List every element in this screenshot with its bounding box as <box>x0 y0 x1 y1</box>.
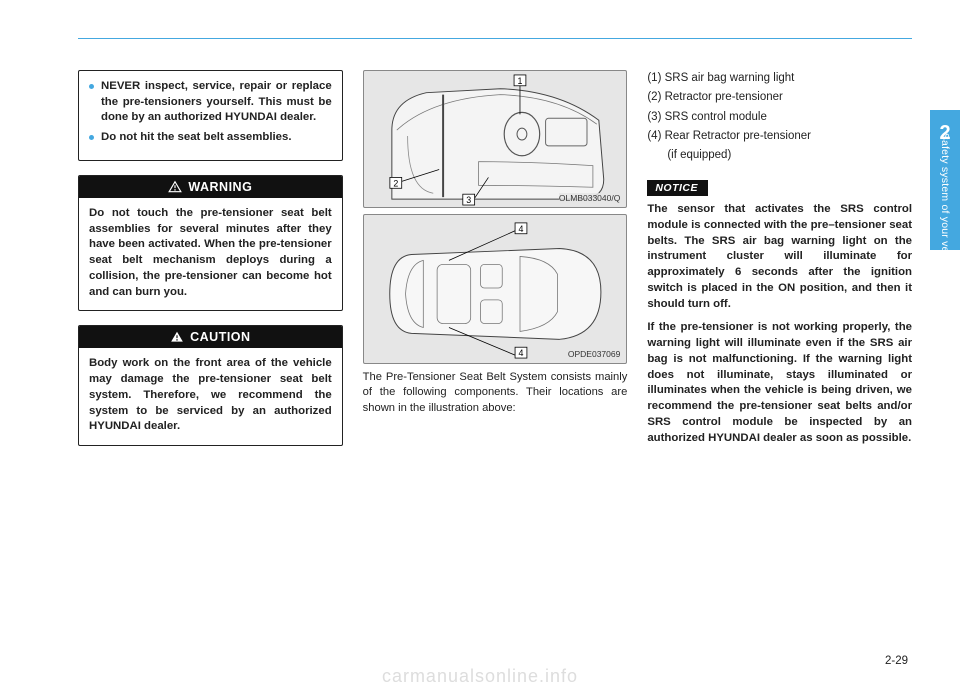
diagram-interior-svg: 1 2 3 <box>364 71 627 207</box>
bullet-item: Do not hit the seat belt assem­blies. <box>89 130 332 146</box>
warning-header: WARNING <box>79 176 342 198</box>
top-rule <box>78 38 912 39</box>
list-item: (4) Rear Retractor pre-tensioner <box>647 128 912 145</box>
chapter-title: Safety system of your vehicle <box>939 133 951 275</box>
svg-text:4: 4 <box>518 224 523 234</box>
info-box: NEVER inspect, service, repair or replac… <box>78 70 343 161</box>
watermark: carmanualsonline.info <box>0 666 960 687</box>
caution-header: CAUTION <box>79 326 342 348</box>
notice-paragraph: If the pre-tensioner is not working prop… <box>647 320 912 446</box>
diagram-interior: 1 2 3 OLMB033040/Q <box>363 70 628 208</box>
list-item: (2) Retractor pre-tensioner <box>647 89 912 106</box>
manual-page: 2 Safety system of your vehicle NEVER in… <box>0 0 960 689</box>
warning-box: WARNING Do not touch the pre-tensioner s… <box>78 175 343 311</box>
diagram-code: OLMB033040/Q <box>559 193 620 203</box>
list-item: (3) SRS control module <box>647 109 912 126</box>
svg-text:4: 4 <box>518 348 523 358</box>
chapter-tab: 2 Safety system of your vehicle <box>930 110 960 250</box>
svg-text:3: 3 <box>466 195 471 205</box>
caution-triangle-icon <box>170 330 184 344</box>
svg-text:1: 1 <box>517 76 522 86</box>
caution-label: CAUTION <box>190 330 250 344</box>
content-columns: NEVER inspect, service, repair or replac… <box>78 70 912 635</box>
component-list: (1) SRS air bag warning light (2) Retrac… <box>647 70 912 164</box>
warning-triangle-icon <box>168 180 182 194</box>
bullet-list: NEVER inspect, service, repair or replac… <box>89 79 332 146</box>
diagram-topview: 4 4 OPDE037069 <box>363 214 628 364</box>
page-number: 2-29 <box>885 655 908 667</box>
list-item-sub: (if equipped) <box>647 147 912 164</box>
warning-body: Do not touch the pre-tensioner seat belt… <box>79 198 342 310</box>
column-3: (1) SRS air bag warning light (2) Retrac… <box>647 70 912 635</box>
caution-box: CAUTION Body work on the front area of t… <box>78 325 343 446</box>
column-1: NEVER inspect, service, repair or replac… <box>78 70 343 635</box>
column-2: 1 2 3 OLMB033040/Q <box>363 70 628 635</box>
bullet-item: NEVER inspect, service, repair or replac… <box>89 79 332 126</box>
caution-body: Body work on the front area of the vehic… <box>79 348 342 445</box>
notice-body: The sensor that activates the SRS contro… <box>647 202 912 446</box>
diagram-code: OPDE037069 <box>568 349 620 359</box>
notice-label: NOTICE <box>647 180 708 196</box>
list-item: (1) SRS air bag warning light <box>647 70 912 87</box>
diagram-caption: The Pre-Tensioner Seat Belt System consi… <box>363 370 628 416</box>
warning-label: WARNING <box>188 180 252 194</box>
diagram-topview-svg: 4 4 <box>364 215 627 363</box>
notice-paragraph: The sensor that activates the SRS contro… <box>647 202 912 312</box>
svg-text:2: 2 <box>393 178 398 188</box>
